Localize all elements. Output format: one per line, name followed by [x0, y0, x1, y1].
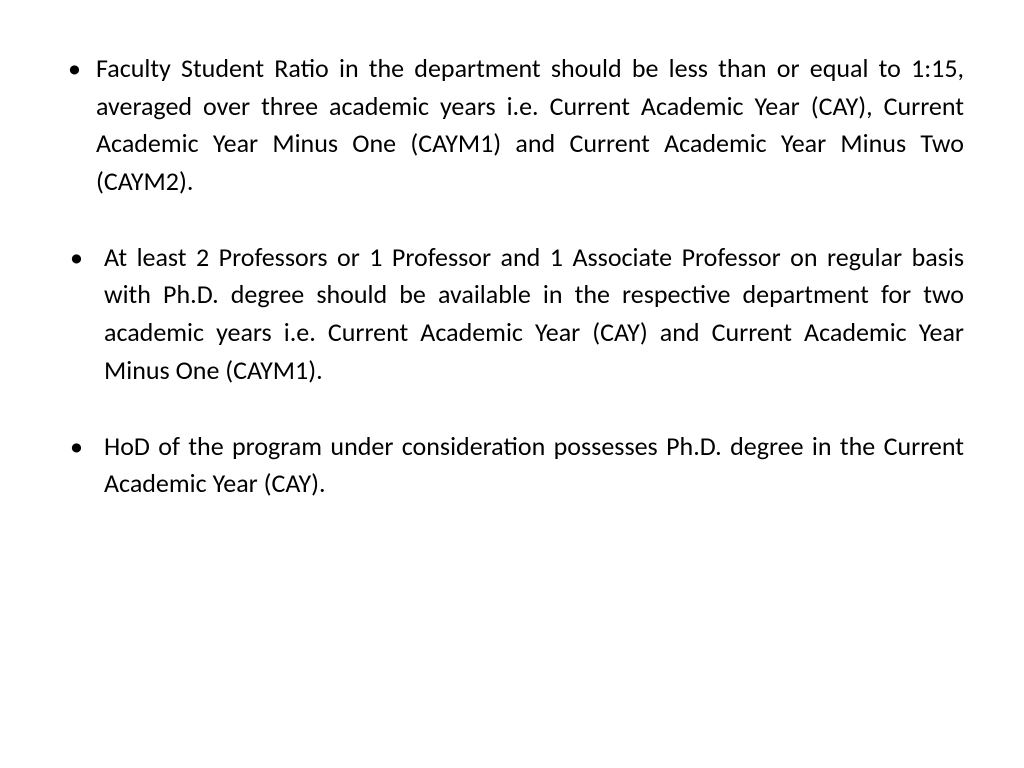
bullet-item: At least 2 Professors or 1 Professor and…: [60, 239, 964, 390]
bullet-text: Faculty Student Ratio in the department …: [96, 52, 964, 197]
slide-container: Faculty Student Ratio in the department …: [0, 0, 1024, 768]
bullet-text: HoD of the program under consideration p…: [104, 430, 964, 500]
bullet-item: Faculty Student Ratio in the department …: [60, 50, 964, 201]
bullet-list: Faculty Student Ratio in the department …: [60, 50, 964, 503]
bullet-item: HoD of the program under consideration p…: [60, 428, 964, 503]
bullet-text: At least 2 Professors or 1 Professor and…: [104, 241, 964, 386]
